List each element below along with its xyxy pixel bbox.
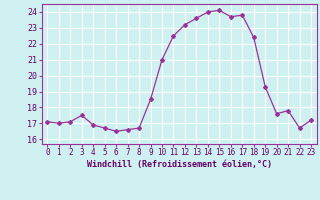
X-axis label: Windchill (Refroidissement éolien,°C): Windchill (Refroidissement éolien,°C) xyxy=(87,160,272,169)
